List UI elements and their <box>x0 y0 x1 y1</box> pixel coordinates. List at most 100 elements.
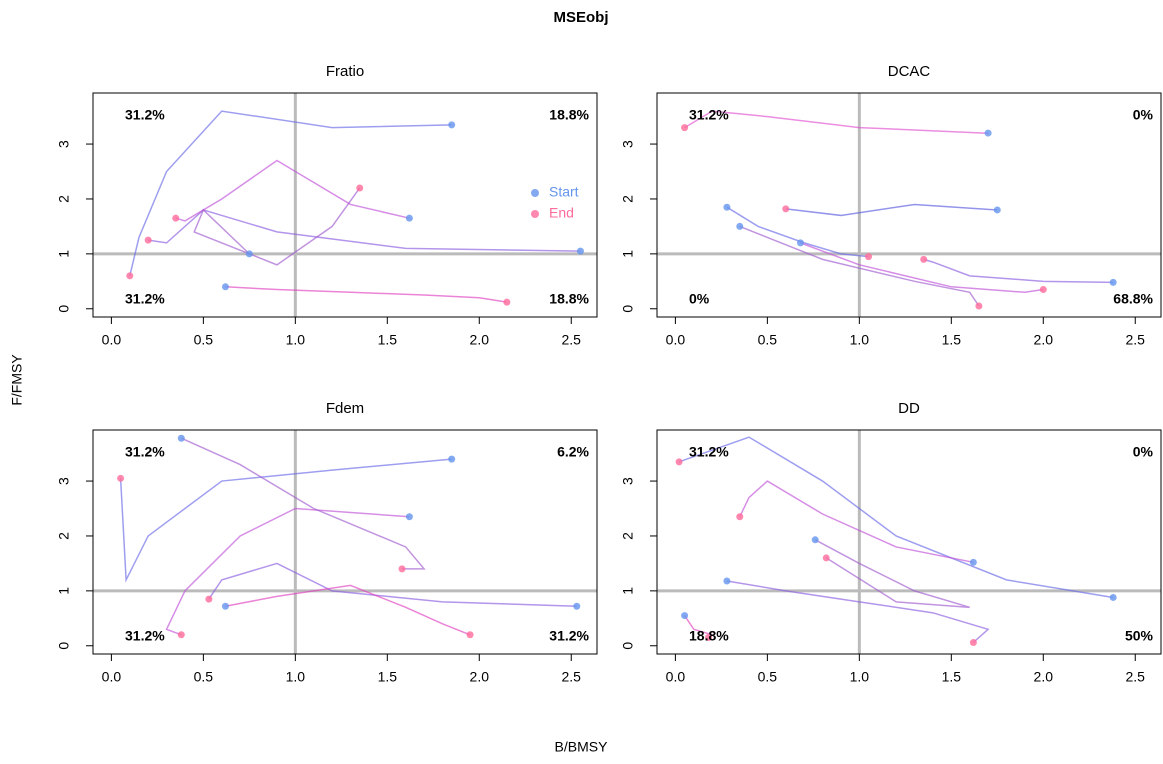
y-tick-label: 2 <box>620 532 636 540</box>
x-tick-label: 1.0 <box>286 332 306 348</box>
plot-area <box>657 430 1161 654</box>
x-tick-label: 0.0 <box>666 332 686 348</box>
y-tick-label: 2 <box>620 195 636 203</box>
x-tick-label: 0.5 <box>194 669 214 685</box>
end-point <box>681 124 689 132</box>
end-point <box>822 554 830 562</box>
trajectory <box>175 159 410 222</box>
panel: DD 0.0 0.5 1.0 1.5 2.0 2.5 0 1 2 3 31.2% 0% 18.8% 50% <box>620 400 1162 685</box>
end-point <box>865 253 873 261</box>
trajectory <box>800 242 1044 294</box>
legend-marker <box>531 189 539 197</box>
start-point <box>1109 593 1117 601</box>
trajectory <box>739 225 980 307</box>
start-point <box>796 239 804 247</box>
start-point <box>1109 278 1117 286</box>
end-point <box>117 474 125 482</box>
x-tick-label: 1.5 <box>378 669 398 685</box>
start-point <box>221 602 229 610</box>
trajectory <box>129 110 452 276</box>
x-axis-label: B/BMSY <box>555 739 609 755</box>
y-tick-label: 1 <box>56 250 72 258</box>
start-point <box>448 121 456 129</box>
x-tick-label: 1.0 <box>850 332 870 348</box>
trajectory <box>208 562 577 607</box>
quadrant-label: 50% <box>1125 628 1154 644</box>
panel-title: DCAC <box>888 63 931 80</box>
quadrant-label: 68.8% <box>1113 291 1153 307</box>
plot-frame <box>92 429 598 655</box>
quadrant-label: 18.8% <box>549 107 589 123</box>
plot-frame <box>656 92 1162 318</box>
y-axis-label: F/FMSY <box>9 354 25 406</box>
plot-area <box>93 93 597 317</box>
start-point <box>723 577 731 585</box>
y-tick-label: 2 <box>56 532 72 540</box>
y-tick-label: 3 <box>620 140 636 148</box>
x-tick-label: 0.5 <box>758 332 778 348</box>
x-tick-label: 2.0 <box>470 332 490 348</box>
quadrant-label: 31.2% <box>689 107 729 123</box>
x-tick-label: 2.0 <box>1034 669 1054 685</box>
start-point <box>221 283 229 291</box>
start-point <box>993 206 1001 214</box>
trajectory <box>193 187 361 266</box>
trajectory <box>726 206 869 258</box>
start-point <box>405 513 413 521</box>
end-point <box>675 458 683 466</box>
plot-area <box>93 430 597 654</box>
end-point <box>782 205 790 213</box>
x-tick-label: 1.5 <box>942 669 962 685</box>
plot-frame <box>656 429 1162 655</box>
x-tick-label: 0.0 <box>102 669 122 685</box>
panel: Fdem 0.0 0.5 1.0 1.5 2.0 2.5 0 1 2 3 31.2% 6.2% 31.2%… <box>56 400 598 685</box>
trajectory <box>225 584 471 636</box>
x-tick-label: 2.5 <box>562 669 582 685</box>
end-point <box>920 255 928 263</box>
end-point <box>126 272 134 280</box>
start-point <box>736 222 744 230</box>
end-point <box>466 631 474 639</box>
start-point <box>984 129 992 137</box>
start-point <box>448 455 456 463</box>
quadrant-label: 31.2% <box>125 107 165 123</box>
y-tick-label: 0 <box>620 305 636 313</box>
x-tick-label: 2.5 <box>1126 332 1146 348</box>
panel-title: Fdem <box>326 400 364 417</box>
y-tick-label: 1 <box>620 250 636 258</box>
quadrant-label: 31.2% <box>689 444 729 460</box>
end-point <box>1039 286 1047 294</box>
legend-label: End <box>549 205 574 221</box>
x-tick-label: 1.5 <box>942 332 962 348</box>
trajectory <box>180 437 426 570</box>
end-point <box>398 565 406 573</box>
x-tick-label: 0.5 <box>194 332 214 348</box>
start-point <box>969 558 977 566</box>
trajectory <box>726 580 990 644</box>
quadrant-label: 6.2% <box>557 444 589 460</box>
panel: DCAC 0.0 0.5 1.0 1.5 2.0 2.5 0 1 2 3 31.2% 0% 0% 68.8% <box>620 63 1162 348</box>
start-point <box>811 536 819 544</box>
trajectory <box>923 258 1114 284</box>
y-tick-label: 0 <box>620 642 636 650</box>
end-point <box>975 302 983 310</box>
end-point <box>969 638 977 646</box>
start-point <box>681 612 689 620</box>
panel: Fratio 0.0 0.5 1.0 1.5 2.0 2.5 0 1 2 3 31.2% 18.8% 31… <box>56 63 598 348</box>
quadrant-label: 18.8% <box>549 291 589 307</box>
panel-title: DD <box>898 400 920 417</box>
x-tick-label: 2.0 <box>470 669 490 685</box>
trajectory <box>814 539 970 609</box>
start-point <box>245 250 253 258</box>
quadrant-label: 0% <box>1133 107 1154 123</box>
start-point <box>405 214 413 222</box>
trajectory <box>678 436 1114 599</box>
end-point <box>736 513 744 521</box>
legend-label: Start <box>549 184 579 200</box>
trajectory <box>785 203 998 217</box>
x-tick-label: 1.5 <box>378 332 398 348</box>
end-point <box>177 631 185 639</box>
y-tick-label: 0 <box>56 305 72 313</box>
quadrant-label: 31.2% <box>549 628 589 644</box>
